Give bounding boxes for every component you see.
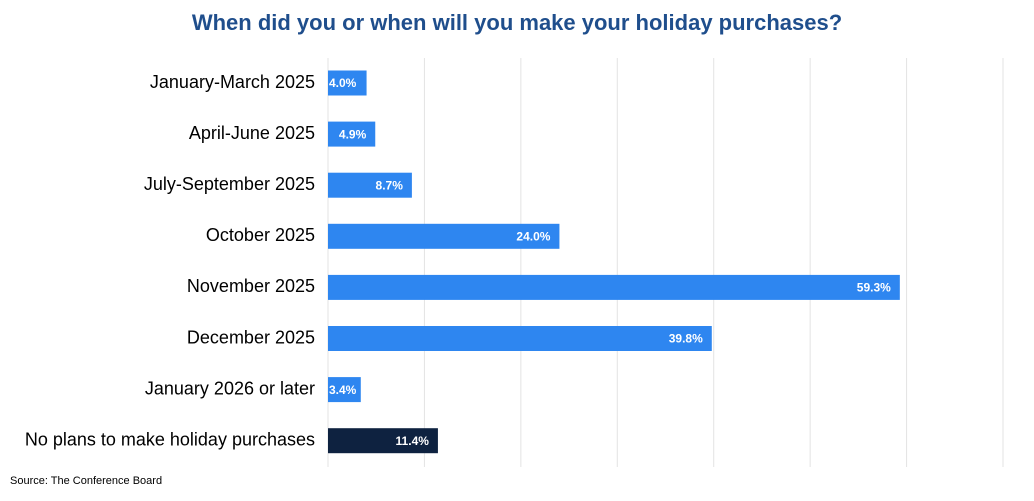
- bar: [328, 172, 412, 198]
- chart-title: When did you or when will you make your …: [192, 10, 842, 35]
- value-label: 8.7%: [376, 178, 404, 192]
- bar: [328, 223, 560, 249]
- source: Source: The Conference Board: [10, 475, 162, 487]
- bar: [328, 377, 361, 403]
- y-tick-label: April-June 2025: [189, 123, 315, 143]
- y-tick-label: July-September 2025: [144, 174, 315, 194]
- value-label: 39.8%: [669, 332, 703, 346]
- y-tick-label: December 2025: [187, 327, 315, 347]
- bar: [328, 121, 376, 147]
- value-label: 4.9%: [339, 127, 367, 141]
- y-tick-label: November 2025: [187, 276, 315, 296]
- bar: [328, 274, 900, 300]
- y-tick-label: January 2026 or later: [145, 378, 315, 398]
- bar: [328, 326, 712, 351]
- value-label: 3.4%: [329, 383, 357, 397]
- y-tick-label: No plans to make holiday purchases: [25, 429, 315, 449]
- value-label: 24.0%: [516, 229, 550, 243]
- value-label: 11.4%: [396, 434, 430, 448]
- bar: [328, 428, 438, 454]
- y-tick-label: January-March 2025: [150, 72, 315, 92]
- bar: [328, 70, 367, 96]
- value-label: 59.3%: [857, 281, 891, 295]
- value-label: 4.0%: [329, 76, 357, 90]
- y-tick-label: October 2025: [206, 225, 315, 245]
